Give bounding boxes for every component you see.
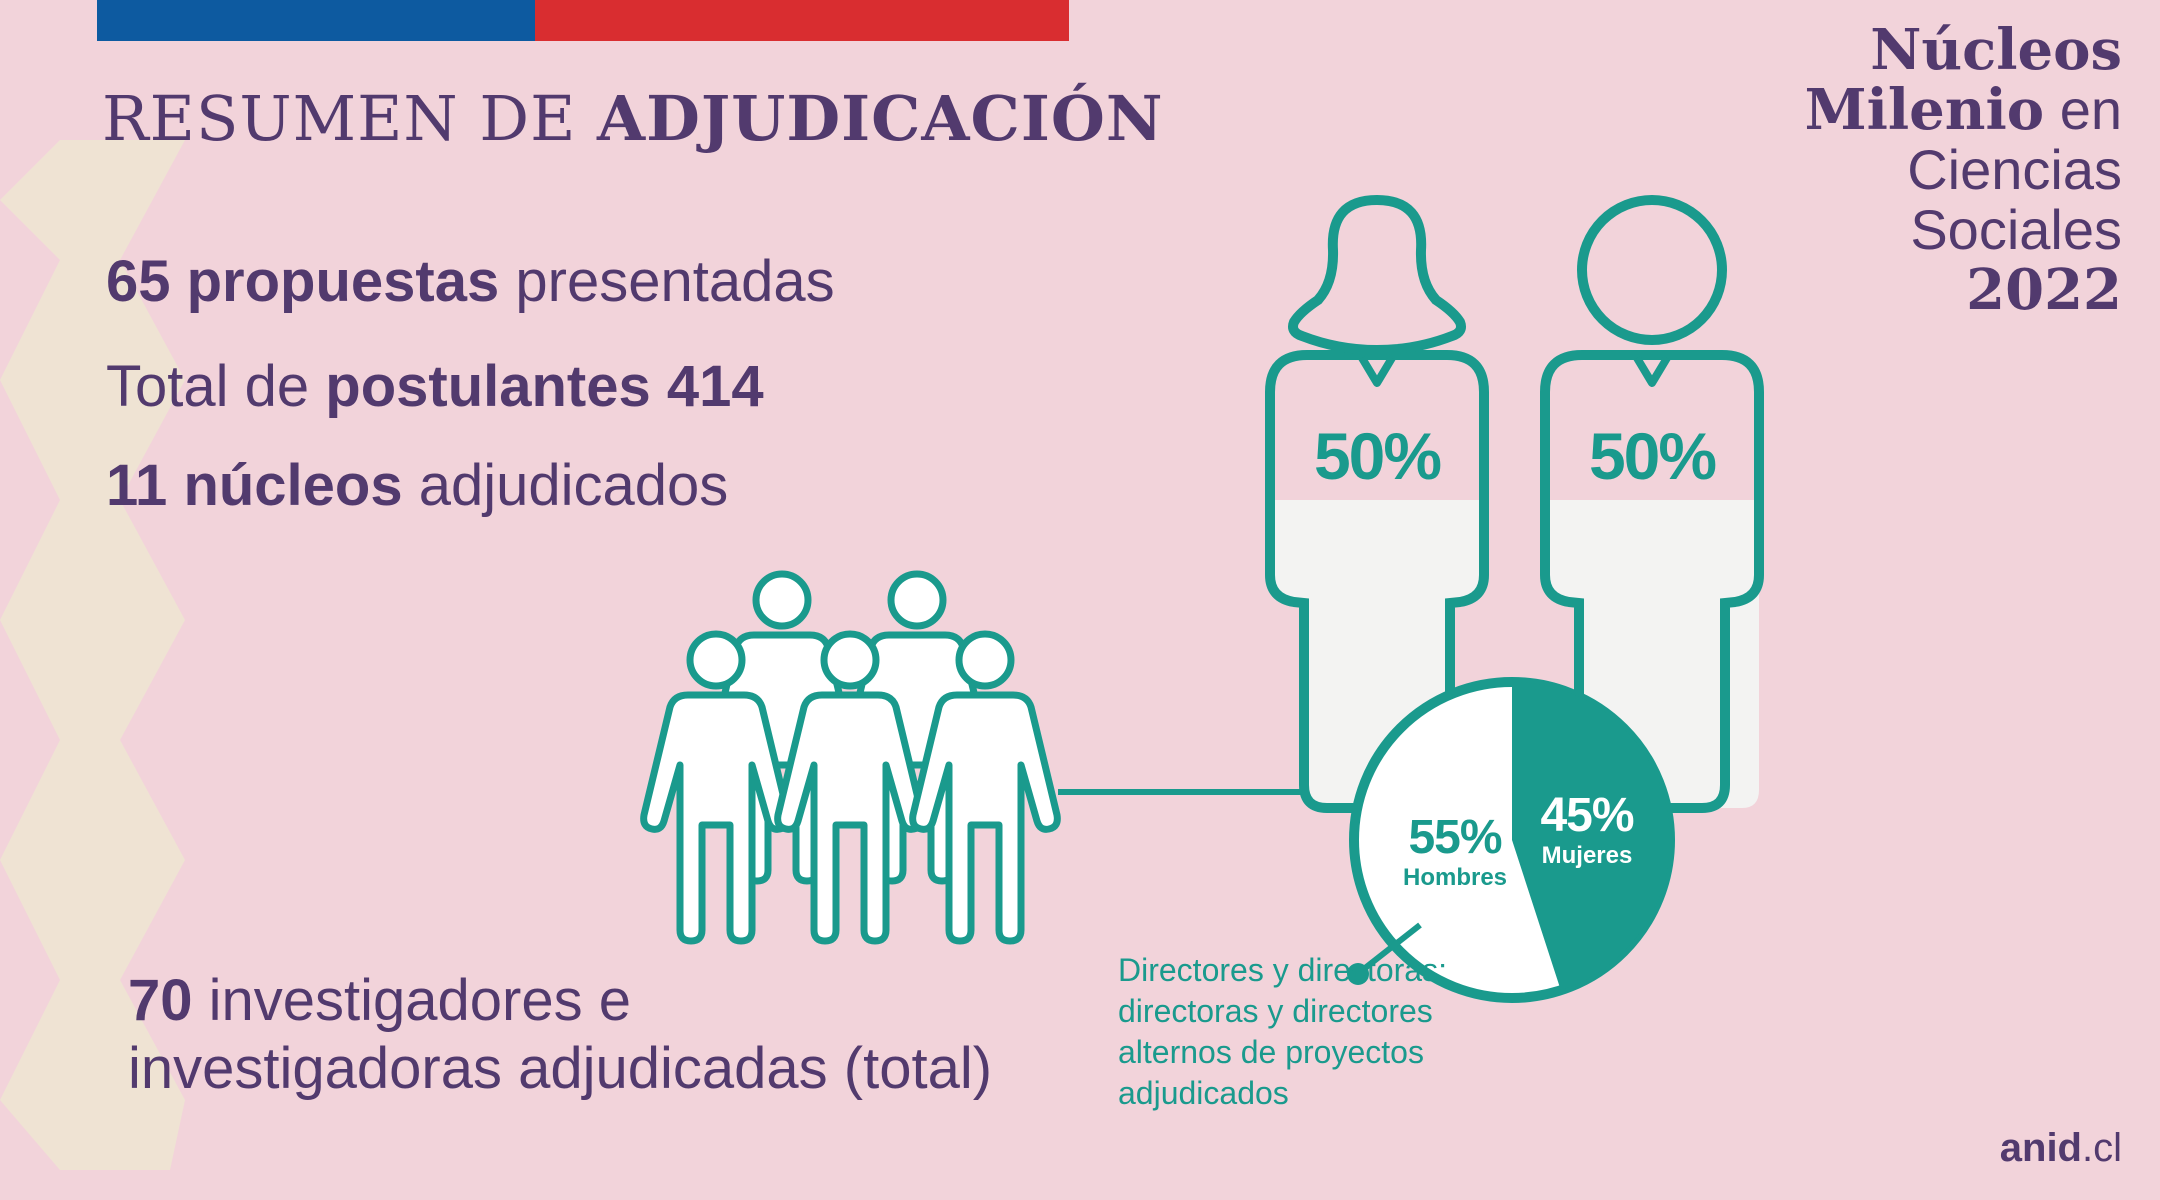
man-icon bbox=[1540, 195, 1765, 813]
page-title: RESUMEN DE ADJUDICACIÓN bbox=[102, 82, 1164, 155]
stat-awarded-nuclei: 11 núcleos adjudicados bbox=[106, 453, 729, 518]
pie-pointer-line bbox=[1358, 922, 1422, 975]
flag-blue-stripe bbox=[97, 0, 535, 41]
pie-men-label: 55% Hombres bbox=[1402, 811, 1508, 892]
flag-red-stripe bbox=[535, 0, 1069, 41]
stat-proposals: 65 propuestas presentadas bbox=[106, 249, 835, 314]
women-percent: 50% bbox=[1313, 419, 1442, 493]
brand-line-3: Ciencias bbox=[1907, 138, 2122, 201]
stat-researchers: 70 investigadores e investigadoras adjud… bbox=[128, 968, 993, 1101]
brand-line-4: Sociales bbox=[1910, 198, 2122, 261]
zigzag-decoration bbox=[0, 140, 185, 1170]
program-brand: Núcleos Milenio en Ciencias Sociales 202… bbox=[1805, 20, 2122, 320]
pie-pointer-dot bbox=[1347, 963, 1369, 985]
pie-women-slice bbox=[1512, 682, 1671, 991]
footer-url[interactable]: anid.cl bbox=[1999, 1126, 2122, 1170]
men-percent: 50% bbox=[1588, 419, 1717, 493]
brand-line-2: Milenio en bbox=[1804, 77, 2122, 143]
brand-year: 2022 bbox=[1966, 257, 2122, 323]
brand-line-1: Núcleos bbox=[1870, 17, 2122, 83]
pie-caption: Directores y directoras; directoras y di… bbox=[1118, 952, 1447, 1111]
pie-women-label: 45% Mujeres bbox=[1540, 789, 1634, 870]
gender-pie-chart bbox=[1347, 677, 1675, 1003]
stat-applicants: Total de postulantes 414 bbox=[106, 354, 764, 419]
